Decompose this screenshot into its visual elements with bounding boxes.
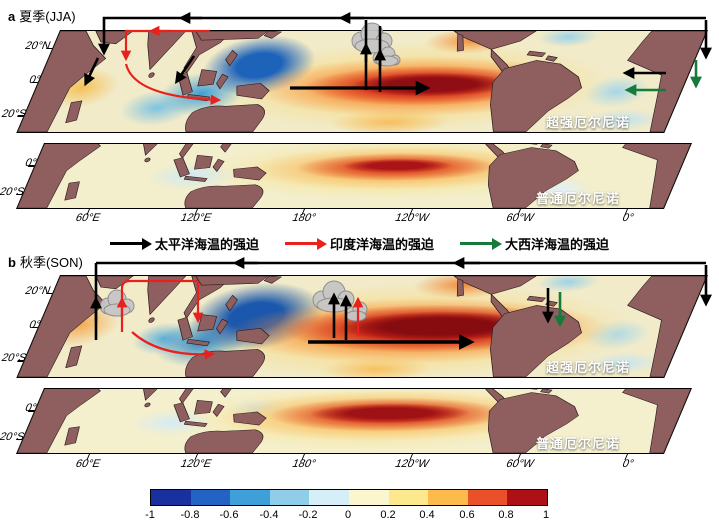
colorbar-tick-label: -0.8 bbox=[180, 509, 200, 521]
colorbar-segment bbox=[309, 490, 349, 505]
lat-tick-label: 20°S bbox=[0, 108, 29, 120]
lat-tick-label: 20°N bbox=[23, 40, 53, 52]
lat-tick-label: 20°N bbox=[23, 285, 53, 297]
lon-tick-label: 180° bbox=[290, 458, 318, 470]
legend-item-indian: 印度洋海温的强迫 bbox=[284, 234, 434, 253]
atlantic-forcing-arrow-icon bbox=[460, 237, 502, 250]
colorbar-tick-label: 1 bbox=[542, 509, 550, 521]
map-b-super-tag: 超强厄尔尼诺 bbox=[546, 360, 631, 375]
colorbar bbox=[150, 489, 548, 506]
lat-tick-label: 0° bbox=[23, 402, 39, 414]
lon-tick-label: 0° bbox=[620, 212, 636, 224]
lat-tick-label: 20°S bbox=[0, 352, 29, 364]
lon-tick-label: 60°E bbox=[73, 458, 103, 470]
panel-b-letter: b bbox=[8, 255, 16, 270]
lat-tick-label: 0° bbox=[23, 157, 39, 169]
colorbar-tick-label: -1 bbox=[145, 509, 155, 521]
lat-tick-label: 0° bbox=[27, 319, 43, 331]
panel-a-letter: a bbox=[8, 9, 16, 24]
lon-tick-label: 60°W bbox=[504, 212, 536, 224]
lon-tick-label: 120°W bbox=[393, 458, 431, 470]
lon-tick-label: 0° bbox=[620, 458, 636, 470]
lon-tick-label: 60°E bbox=[73, 212, 103, 224]
colorbar-segment bbox=[428, 490, 468, 505]
lat-tick-label: 20°S bbox=[0, 186, 27, 198]
colorbar-segment bbox=[151, 490, 191, 505]
legend-item-atlantic: 大西洋海温的强迫 bbox=[460, 234, 609, 253]
colorbar-tick-label: 0.8 bbox=[498, 509, 514, 521]
lon-tick-label: 120°E bbox=[178, 212, 214, 224]
legend-label-pacific: 太平洋海温的强迫 bbox=[154, 237, 259, 252]
colorbar-tick-label: -0.6 bbox=[219, 509, 239, 521]
colorbar-tick-label: -0.2 bbox=[298, 509, 318, 521]
pacific-forcing-arrow-icon bbox=[109, 237, 152, 250]
colorbar-tick-label: 0.4 bbox=[419, 509, 435, 521]
colorbar-segment bbox=[388, 490, 429, 505]
lon-tick-label: 180° bbox=[290, 212, 318, 224]
colorbar-segment bbox=[269, 490, 310, 505]
colorbar-segment bbox=[190, 490, 231, 505]
colorbar-segment bbox=[348, 490, 389, 505]
map-b-normal-tag: 普通厄尔尼诺 bbox=[536, 436, 621, 451]
colorbar-segment bbox=[230, 490, 270, 505]
map-a-super-tag: 超强厄尔尼诺 bbox=[546, 115, 631, 130]
lat-tick-label: 20°S bbox=[0, 431, 27, 443]
legend-item-pacific: 太平洋海温的强迫 bbox=[109, 234, 259, 253]
colorbar-tick-label: 0.6 bbox=[459, 509, 475, 521]
indian-forcing-arrow-icon bbox=[284, 237, 327, 250]
arrow-legend: 太平洋海温的强迫 印度洋海温的强迫 大西洋海温的强迫 bbox=[0, 234, 719, 253]
panel-b-title: b 秋季(SON) bbox=[8, 252, 83, 271]
panel-a-season: 夏季(JJA) bbox=[19, 9, 76, 24]
lat-tick-label: 0° bbox=[27, 74, 43, 86]
legend-label-atlantic: 大西洋海温的强迫 bbox=[505, 237, 610, 252]
colorbar-tick-label: 0.2 bbox=[380, 509, 396, 521]
colorbar-segment bbox=[507, 490, 547, 505]
panel-a-title: a 夏季(JJA) bbox=[8, 6, 76, 25]
lon-tick-label: 120°E bbox=[178, 458, 214, 470]
panel-b-season: 秋季(SON) bbox=[19, 255, 83, 270]
lon-tick-label: 60°W bbox=[504, 458, 536, 470]
lon-tick-label: 120°W bbox=[393, 212, 431, 224]
colorbar-segment bbox=[467, 490, 508, 505]
legend-label-indian: 印度洋海温的强迫 bbox=[329, 237, 434, 252]
map-a-normal-tag: 普通厄尔尼诺 bbox=[536, 191, 621, 206]
colorbar-tick-label: 0 bbox=[344, 509, 352, 521]
colorbar-tick-label: -0.4 bbox=[259, 509, 279, 521]
